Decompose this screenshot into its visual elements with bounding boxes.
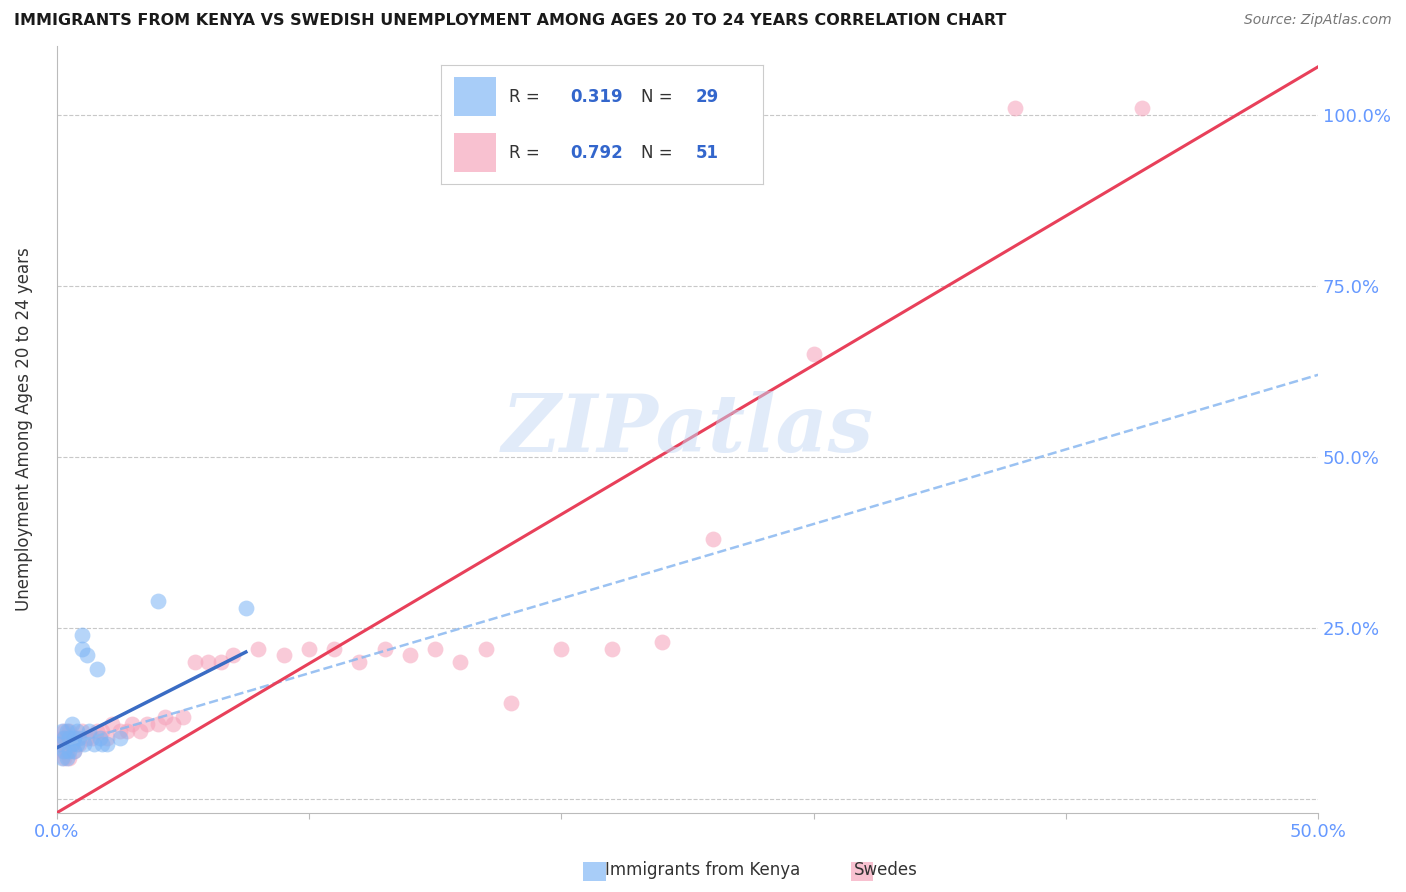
Point	[247, 641, 270, 656]
Point	[80, 731, 103, 745]
Point	[55, 744, 77, 758]
Point	[58, 751, 80, 765]
Point	[1130, 101, 1153, 115]
Point	[89, 731, 111, 745]
Point	[162, 717, 184, 731]
Point	[374, 641, 396, 656]
Point	[66, 738, 89, 752]
Point	[474, 641, 496, 656]
Point	[55, 731, 77, 745]
Point	[398, 648, 420, 663]
Point	[146, 593, 169, 607]
Point	[55, 723, 77, 738]
Point	[108, 731, 131, 745]
Point	[298, 641, 321, 656]
Point	[76, 731, 98, 745]
Point	[96, 738, 118, 752]
Y-axis label: Unemployment Among Ages 20 to 24 years: Unemployment Among Ages 20 to 24 years	[15, 248, 32, 611]
Point	[67, 731, 90, 745]
Point	[91, 723, 114, 738]
Point	[86, 723, 108, 738]
Point	[184, 655, 207, 669]
Point	[60, 738, 83, 752]
Point	[117, 723, 139, 738]
Point	[136, 717, 159, 731]
Point	[146, 717, 169, 731]
Point	[651, 634, 673, 648]
Point	[51, 751, 73, 765]
Point	[55, 751, 77, 765]
Point	[51, 723, 73, 738]
Point	[172, 710, 194, 724]
Point	[66, 723, 89, 738]
Point	[63, 731, 86, 745]
Point	[197, 655, 219, 669]
Point	[600, 641, 623, 656]
Point	[349, 655, 371, 669]
Point	[550, 641, 572, 656]
Point	[91, 738, 114, 752]
Point	[70, 641, 93, 656]
Point	[1004, 101, 1026, 115]
Point	[449, 655, 471, 669]
Point	[70, 628, 93, 642]
Point	[53, 744, 76, 758]
Point	[209, 655, 232, 669]
Point	[48, 738, 70, 752]
Point	[128, 723, 150, 738]
Point	[53, 723, 76, 738]
Text: Source: ZipAtlas.com: Source: ZipAtlas.com	[1244, 13, 1392, 28]
Point	[67, 738, 90, 752]
Point	[153, 710, 176, 724]
Point	[60, 738, 83, 752]
Text: ZIPatlas: ZIPatlas	[502, 391, 873, 468]
Point	[803, 347, 825, 361]
Point	[70, 723, 93, 738]
Point	[76, 648, 98, 663]
Point	[108, 723, 131, 738]
Point	[58, 731, 80, 745]
Point	[702, 532, 724, 546]
Point	[66, 731, 89, 745]
Point	[79, 723, 101, 738]
Point	[86, 662, 108, 676]
Point	[58, 723, 80, 738]
Point	[53, 731, 76, 745]
Point	[53, 751, 76, 765]
Point	[273, 648, 295, 663]
Point	[60, 717, 83, 731]
Point	[235, 600, 257, 615]
Text: Immigrants from Kenya: Immigrants from Kenya	[606, 861, 800, 879]
Point	[58, 744, 80, 758]
Point	[63, 744, 86, 758]
Point	[83, 738, 105, 752]
Point	[96, 731, 118, 745]
Point	[48, 738, 70, 752]
Point	[101, 717, 124, 731]
Point	[323, 641, 346, 656]
Text: Swedes: Swedes	[853, 861, 918, 879]
Point	[51, 744, 73, 758]
Point	[51, 731, 73, 745]
Point	[423, 641, 446, 656]
Point	[499, 697, 522, 711]
Text: IMMIGRANTS FROM KENYA VS SWEDISH UNEMPLOYMENT AMONG AGES 20 TO 24 YEARS CORRELAT: IMMIGRANTS FROM KENYA VS SWEDISH UNEMPLO…	[14, 13, 1007, 29]
Point	[222, 648, 245, 663]
Point	[73, 738, 96, 752]
Point	[63, 744, 86, 758]
Point	[121, 717, 143, 731]
